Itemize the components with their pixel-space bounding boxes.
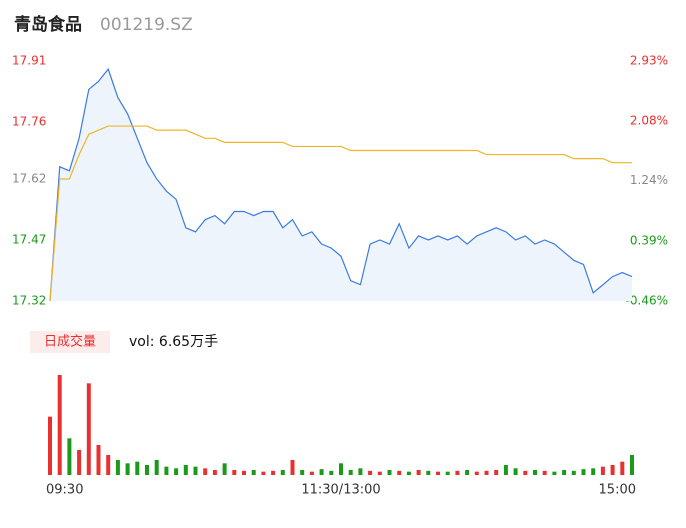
volume-bar: [581, 469, 586, 475]
volume-bar: [610, 465, 615, 475]
volume-bar: [552, 471, 557, 475]
volume-bar: [280, 470, 285, 475]
volume-bar: [329, 470, 334, 475]
average-line: [49, 125, 632, 302]
volume-bar: [183, 465, 188, 475]
volume-bar: [145, 465, 149, 475]
volume-bar: [513, 468, 518, 475]
volume-bar: [348, 470, 353, 475]
x-tick-label: 09:30: [46, 483, 83, 498]
volume-bar: [271, 470, 276, 475]
volume-tag-bg: [30, 331, 110, 353]
volume-bar: [319, 469, 324, 475]
volume-bar: [203, 468, 208, 475]
volume-bar: [474, 471, 479, 475]
volume-bar: [630, 455, 634, 475]
volume-bar: [106, 455, 111, 475]
volume-bar: [368, 470, 373, 475]
volume-bar: [591, 468, 596, 475]
volume-bar: [115, 460, 120, 475]
y-tick-label: 17.76: [12, 115, 46, 129]
volume-bar: [77, 450, 82, 475]
volume-bar: [96, 445, 101, 475]
volume-bar: [242, 470, 246, 475]
x-tick-label: 15:00: [599, 483, 636, 498]
volume-bar: [445, 471, 450, 475]
volume-bar: [290, 460, 295, 475]
volume-bar: [542, 470, 547, 475]
volume-tag: 日成交量: [44, 334, 96, 350]
volume-bar: [387, 470, 392, 475]
volume-bar: [135, 461, 140, 475]
volume-bar: [455, 470, 460, 475]
volume-bar: [358, 468, 363, 475]
y2-tick-label: 1.24%: [630, 173, 668, 187]
volume-bar: [57, 375, 62, 475]
y-tick-label: 17.32: [12, 294, 46, 308]
y-tick-label: 17.91: [12, 54, 46, 68]
volume-bar: [125, 463, 130, 475]
volume-bar: [67, 438, 72, 475]
volume-bar: [174, 468, 179, 475]
x-tick-label: 11:30/13:00: [301, 483, 380, 498]
volume-bar: [261, 471, 266, 475]
volume-bar: [436, 471, 440, 475]
volume-bar: [503, 465, 508, 475]
volume-bar: [212, 470, 217, 475]
volume-bar: [494, 470, 499, 475]
y2-tick-label: 2.08%: [630, 114, 668, 128]
volume-bar: [251, 470, 256, 475]
volume-bar: [484, 470, 489, 475]
volume-bar: [571, 470, 576, 475]
y2-tick-label: 2.93%: [630, 54, 668, 68]
volume-bar: [600, 466, 605, 475]
volume-bar: [426, 470, 431, 475]
volume-summary: vol: 6.65万手: [129, 334, 218, 350]
volume-bar: [222, 463, 227, 475]
volume-bar: [416, 470, 421, 475]
volume-bar: [465, 470, 470, 475]
volume-bar: [523, 470, 528, 475]
stock-name: 青岛食品: [14, 14, 82, 35]
price-area: [50, 69, 632, 301]
volume-bar: [533, 470, 537, 475]
volume-bar: [193, 466, 198, 475]
stock-code: 001219.SZ: [100, 15, 193, 35]
volume-bar: [300, 470, 305, 475]
volume-bar: [48, 416, 52, 475]
volume-bar: [562, 470, 567, 475]
volume-bar: [620, 461, 625, 475]
y2-tick-label: -0.46%: [626, 294, 668, 308]
volume-bar: [164, 466, 169, 475]
y2-tick-label: 0.39%: [630, 233, 668, 247]
volume-bar: [406, 471, 411, 475]
volume-bar: [154, 460, 159, 475]
volume-bar: [377, 471, 382, 475]
volume-bar: [86, 383, 91, 475]
volume-bar: [397, 470, 402, 475]
y-tick-label: 17.62: [12, 171, 46, 185]
volume-bar: [339, 463, 343, 475]
price-line: [49, 67, 633, 302]
y-tick-label: 17.47: [12, 232, 46, 246]
volume-bar: [309, 471, 314, 475]
volume-bar: [232, 470, 237, 475]
